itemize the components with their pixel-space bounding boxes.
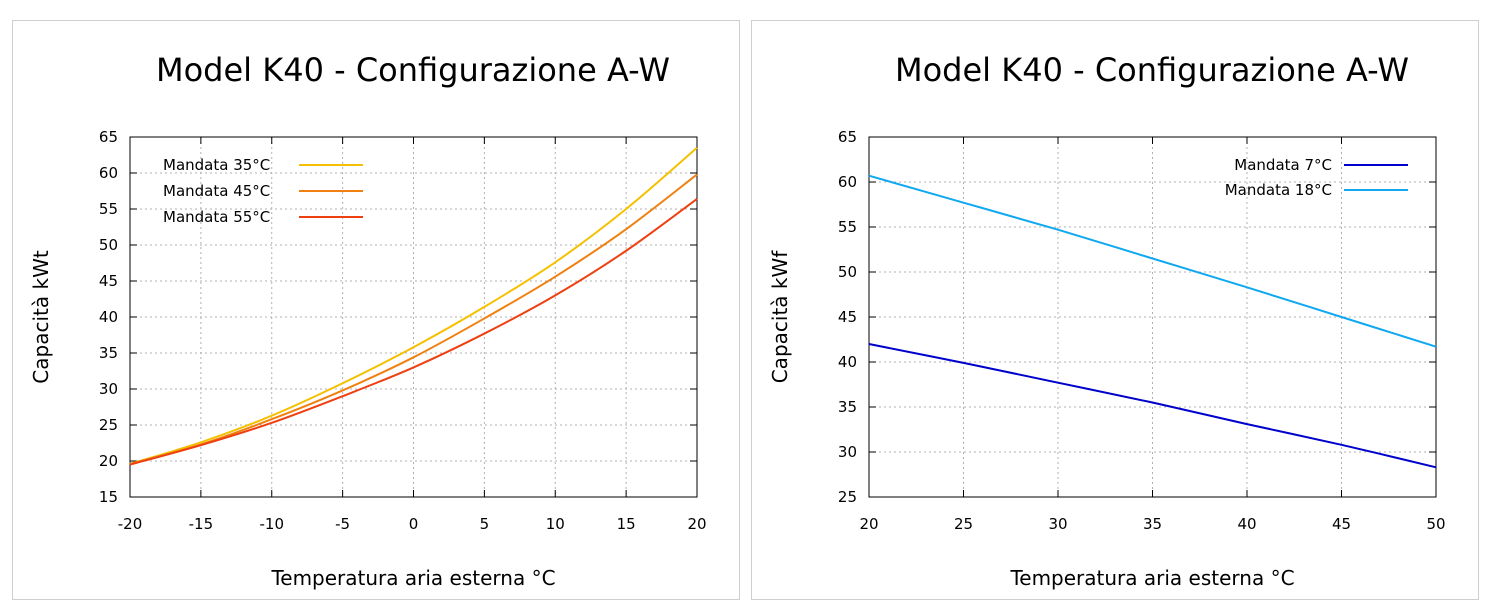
y-tick-label: 35 (99, 344, 118, 362)
x-tick-label: 20 (859, 515, 878, 533)
chart-title: Model K40 - Configurazione A-W (895, 51, 1409, 89)
plot-area-border (868, 136, 1437, 498)
chart-panel-cooling: Model K40 - Configurazione A-W 20 25 30 35 40… (751, 20, 1479, 600)
y-tick-label: 50 (838, 263, 857, 281)
cooling-capacity-chart: Model K40 - Configurazione A-W20 25 30 35 40… (768, 51, 1446, 590)
legend-label: Mandata 7°C (1234, 156, 1332, 174)
y-tick-label: 55 (838, 218, 857, 236)
heating-capacity-chart: Model K40 - Configurazione A-W -20 -15 -10 -… (29, 51, 707, 590)
series-line-1 (868, 174, 1437, 348)
x-tick-label: 15 (617, 515, 636, 533)
y-axis-label: Capacità kWt (29, 250, 53, 384)
x-tick-label: 35 (1143, 515, 1162, 533)
y-tick-label: 60 (99, 164, 118, 182)
x-tick-label: -5 (335, 515, 350, 533)
legend-label: Mandata 18°C (1225, 181, 1332, 199)
x-tick-label: -20 (118, 515, 143, 533)
y-tick-label: 25 (838, 488, 857, 506)
y-tick-label: 65 (99, 128, 118, 146)
y-tick-label: 20 (99, 452, 118, 470)
legend-label: Mandata 35°C (163, 156, 270, 174)
y-tick-label: 65 (838, 128, 857, 146)
x-tick-label: -10 (260, 515, 285, 533)
series-line-0 (868, 343, 1437, 469)
y-tick-label: 40 (99, 308, 118, 326)
x-tick-label: 20 (687, 515, 706, 533)
plot-area-border (129, 136, 698, 498)
x-axis-label: Temperatura aria esterna °C (1009, 566, 1294, 590)
x-tick-label: 5 (480, 515, 490, 533)
y-tick-label: 15 (99, 488, 118, 506)
y-axis-label: Capacità kWf (768, 250, 792, 384)
legend-label: Mandata 55°C (163, 208, 270, 226)
x-tick-label: 50 (1426, 515, 1445, 533)
x-tick-label: 0 (409, 515, 419, 533)
x-tick-label: 45 (1332, 515, 1351, 533)
x-axis-label: Temperatura aria esterna °C (270, 566, 555, 590)
y-tick-label: 30 (838, 443, 857, 461)
y-tick-label: 45 (99, 272, 118, 290)
legend-label: Mandata 45°C (163, 182, 270, 200)
y-tick-label: 55 (99, 200, 118, 218)
y-tick-label: 35 (838, 398, 857, 416)
chart-title: Model K40 - Configurazione A-W (156, 51, 670, 89)
y-tick-label: 40 (838, 353, 857, 371)
y-tick-label: 30 (99, 380, 118, 398)
x-tick-label: 10 (546, 515, 565, 533)
series-line-1 (129, 173, 698, 465)
y-tick-label: 50 (99, 236, 118, 254)
x-tick-label: 25 (954, 515, 973, 533)
x-tick-label: 30 (1048, 515, 1067, 533)
y-tick-label: 60 (838, 173, 857, 191)
y-tick-label: 25 (99, 416, 118, 434)
y-tick-label: 45 (838, 308, 857, 326)
x-tick-label: 40 (1237, 515, 1256, 533)
chart-panel-heating: Model K40 - Configurazione A-W -20 -15 -10 -… (12, 20, 740, 600)
x-tick-label: -15 (189, 515, 214, 533)
series-line-0 (129, 147, 698, 465)
series-line-2 (129, 198, 698, 466)
